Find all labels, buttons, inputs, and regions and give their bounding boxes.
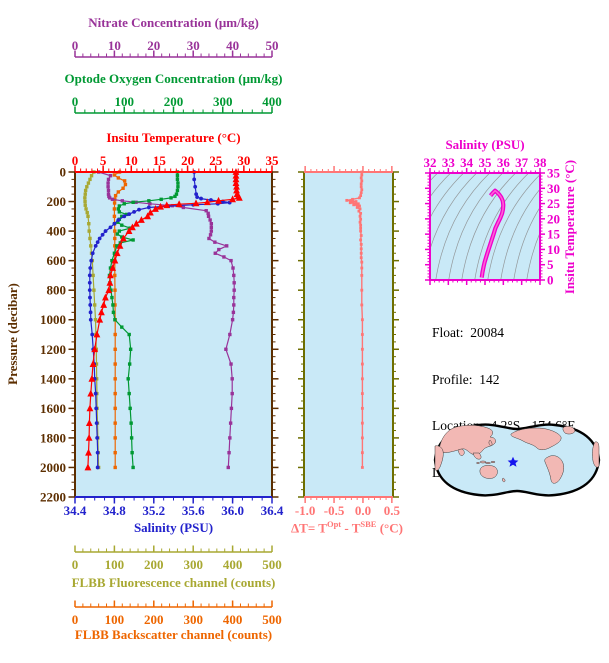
svg-text:25: 25 [547,196,561,211]
svg-text:30: 30 [547,181,560,196]
svg-text:35: 35 [479,155,493,170]
svg-text:400: 400 [223,612,243,627]
svg-text:34: 34 [460,155,474,170]
svg-text:500: 500 [262,612,282,627]
svg-text:36.4: 36.4 [261,503,284,518]
svg-text:300: 300 [183,557,203,572]
svg-text:10: 10 [125,153,138,168]
svg-text:0: 0 [72,612,79,627]
svg-text:0: 0 [72,557,79,572]
svg-text:1000: 1000 [40,312,66,327]
temperature-axis-title: Insitu Temperature (°C) [106,130,241,145]
svg-text:-0.5: -0.5 [324,503,345,518]
svg-text:200: 200 [144,557,164,572]
svg-text:15: 15 [153,153,167,168]
svg-text:600: 600 [47,253,67,268]
svg-text:40: 40 [226,38,239,53]
svg-text:10: 10 [547,242,560,257]
svg-text:30: 30 [187,38,200,53]
svg-text:5: 5 [100,153,107,168]
svg-text:1600: 1600 [40,401,66,416]
svg-text:36: 36 [497,155,511,170]
svg-text:35: 35 [547,166,561,181]
svg-text:400: 400 [47,224,67,239]
svg-text:100: 100 [115,94,135,109]
svg-text:200: 200 [47,194,67,209]
svg-text:0.5: 0.5 [384,503,401,518]
svg-text:20: 20 [547,211,560,226]
svg-text:35.6: 35.6 [182,503,205,518]
svg-text:34.4: 34.4 [64,503,87,518]
svg-text:1400: 1400 [40,371,66,386]
map-continents [434,425,600,484]
svg-text:1200: 1200 [40,342,66,357]
delta-t-label-part: - T [341,520,361,536]
ts-temperature-title: Insitu Temperature (°C) [562,159,577,295]
profile-number-line: Profile: 142 [432,371,500,387]
delta-t-label-part: ΔT= T [291,520,327,536]
svg-text:20: 20 [181,153,194,168]
svg-text:37: 37 [515,155,529,170]
nitrate-axis-title: Nitrate Concentration (μm/kg) [88,15,259,30]
svg-text:500: 500 [262,557,282,572]
svg-text:10: 10 [108,38,121,53]
svg-text:0: 0 [72,38,79,53]
svg-text:0: 0 [72,94,79,109]
delta-t-sup-opt: Opt [326,519,342,529]
svg-text:300: 300 [213,94,233,109]
svg-text:15: 15 [547,227,561,242]
svg-text:34.8: 34.8 [103,503,126,518]
svg-text:400: 400 [223,557,243,572]
svg-text:800: 800 [47,283,67,298]
world-map [433,423,601,497]
delta-t-sup-sbe: SBE [360,519,377,529]
svg-text:100: 100 [105,612,125,627]
svg-text:400: 400 [262,94,282,109]
svg-text:20: 20 [147,38,160,53]
float-location-star [507,456,519,467]
svg-text:300: 300 [183,612,203,627]
svg-text:2000: 2000 [40,460,66,475]
svg-text:38: 38 [534,155,548,170]
svg-text:1800: 1800 [40,430,66,445]
oxygen-axis-title: Optode Oxygen Concentration (μm/kg) [64,71,283,86]
svg-text:30: 30 [237,153,250,168]
float-id-line: Float: 20084 [432,325,505,340]
delta-t-axis-title: ΔT= TOpt - TSBE (°C) [267,519,427,536]
svg-text:0: 0 [547,273,554,288]
svg-text:0: 0 [60,165,67,180]
svg-text:200: 200 [144,612,164,627]
salinity-axis-title: Salinity (PSU) [133,520,214,535]
svg-text:200: 200 [164,94,184,109]
pressure-axis-title: Pressure (decibar) [5,283,20,385]
backscatter-axis-title: FLBB Backscatter channel (counts) [74,627,273,642]
svg-text:33: 33 [442,155,456,170]
svg-text:100: 100 [105,557,125,572]
svg-text:35.2: 35.2 [142,503,165,518]
svg-text:36.0: 36.0 [221,503,244,518]
svg-text:32: 32 [424,155,437,170]
svg-text:5: 5 [547,257,554,272]
svg-text:35: 35 [266,153,280,168]
delta-t-label-part: (°C) [376,520,403,536]
svg-text:0.0: 0.0 [355,503,371,518]
svg-text:0: 0 [72,153,79,168]
fluorescence-axis-title: FLBB Fluorescence channel (counts) [71,575,276,590]
ts-salinity-title: Salinity (PSU) [445,137,525,152]
svg-text:50: 50 [266,38,279,53]
svg-text:-1.0: -1.0 [295,503,316,518]
svg-text:25: 25 [209,153,223,168]
svg-text:2200: 2200 [40,490,66,505]
